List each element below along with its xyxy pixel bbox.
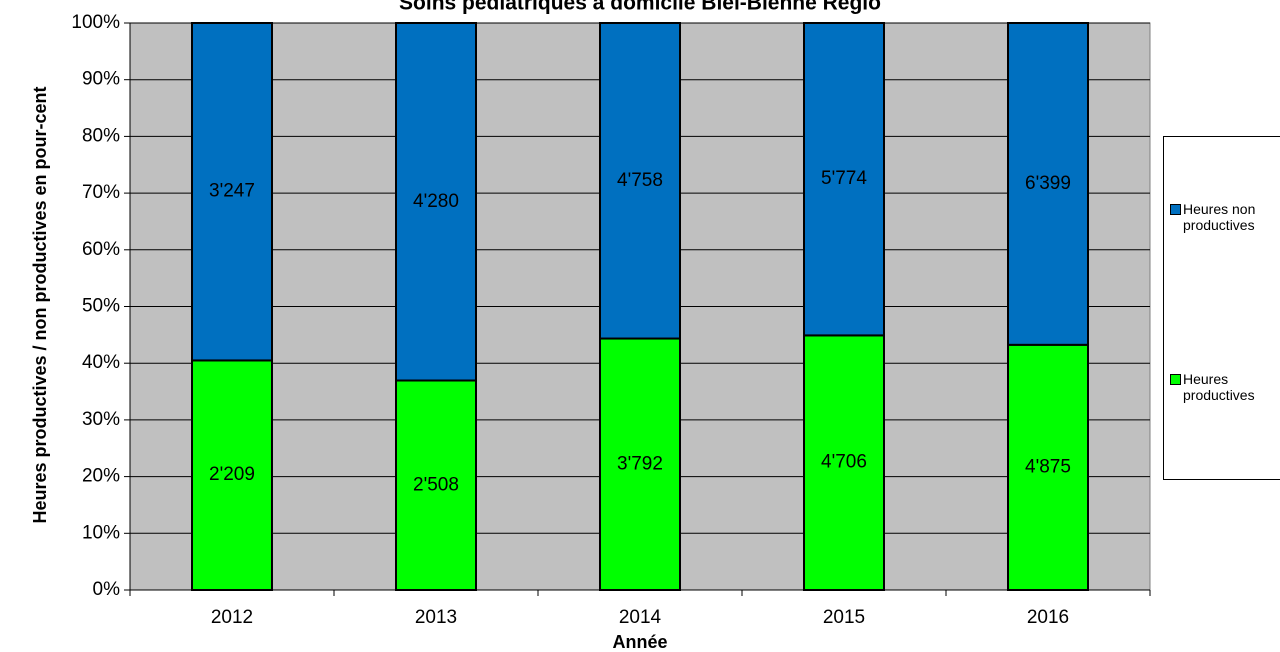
y-tick-label: 90% — [82, 69, 120, 90]
data-label: 6'399 — [1025, 173, 1071, 194]
legend: Heures non productives Heures productives — [1163, 136, 1280, 480]
y-tick-label: 50% — [82, 296, 120, 317]
chart-title: Soins pédiatriques à domicile Biel-Bienn… — [399, 0, 881, 15]
legend-item: Heures non productives — [1170, 201, 1280, 233]
data-label: 3'247 — [209, 181, 255, 202]
legend-label: Heures productives — [1183, 371, 1255, 403]
y-tick-label: 30% — [82, 409, 120, 430]
legend-swatch — [1170, 374, 1181, 385]
data-label: 2'209 — [209, 464, 255, 485]
y-tick-label: 20% — [82, 466, 120, 487]
bar-segment — [395, 22, 477, 382]
bar-segment — [191, 359, 273, 591]
data-label: 4'280 — [413, 191, 459, 212]
legend-swatch — [1170, 204, 1181, 215]
legend-label: Heures non productives — [1183, 201, 1256, 233]
y-tick-label: 60% — [82, 239, 120, 260]
data-label: 4'706 — [821, 452, 867, 473]
legend-item: Heures productives — [1170, 371, 1280, 403]
y-tick-label: 100% — [71, 12, 120, 33]
data-label: 5'774 — [821, 168, 867, 189]
bar-segment — [1007, 343, 1089, 592]
y-tick-label: 10% — [82, 522, 120, 543]
x-tick-label: 2016 — [1027, 607, 1069, 628]
y-tick-label: 70% — [82, 182, 120, 203]
data-label: 4'758 — [617, 170, 663, 191]
y-tick-label: 40% — [82, 352, 120, 373]
bar-segment — [599, 22, 681, 340]
x-tick-label: 2012 — [211, 607, 253, 628]
y-axis-title: Heures productives / non productives en … — [30, 86, 50, 524]
x-axis-title: Année — [612, 632, 667, 652]
data-label: 2'508 — [413, 474, 459, 495]
data-label: 4'875 — [1025, 456, 1071, 477]
data-label: 3'792 — [617, 453, 663, 474]
y-tick-label: 80% — [82, 125, 120, 146]
x-tick-label: 2014 — [619, 607, 662, 628]
bar-segment — [1007, 22, 1089, 346]
bar-segment — [803, 22, 885, 337]
y-tick-label: 0% — [93, 579, 121, 600]
bar-segment — [191, 22, 273, 362]
bar-segment — [599, 337, 681, 591]
x-tick-label: 2015 — [823, 607, 865, 628]
x-tick-label: 2013 — [415, 607, 457, 628]
